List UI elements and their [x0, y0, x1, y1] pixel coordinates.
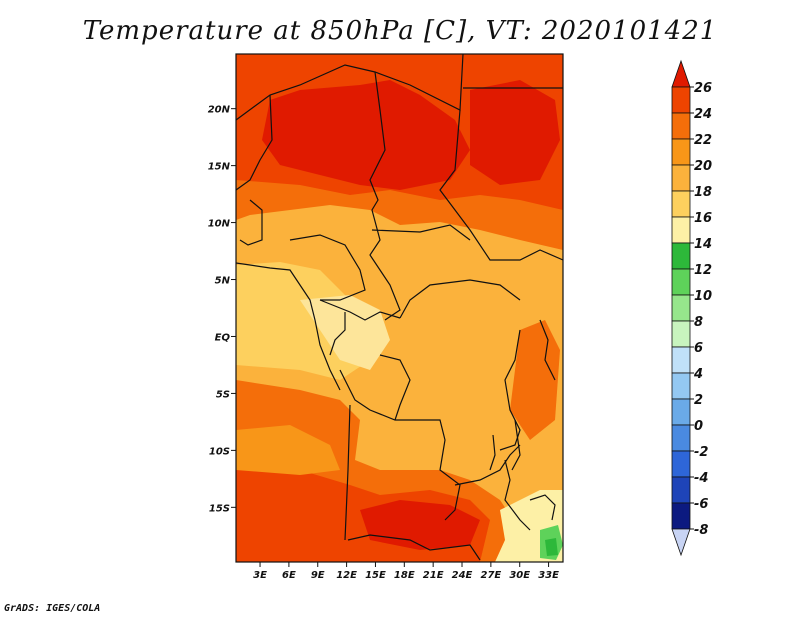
lon-tick-label: 9E	[311, 570, 325, 581]
map-title: Temperature at 850hPa [C], VT: 202010142…	[82, 16, 718, 46]
colorbar-over-triangle	[671, 59, 691, 88]
colorbar-label: 10	[694, 289, 712, 304]
lon-tick-label: 24E	[452, 570, 473, 581]
lon-tick-label: 27E	[480, 570, 501, 581]
colorbar-swatch	[671, 138, 691, 166]
lon-tick-label: 3E	[253, 570, 267, 581]
map-frame	[235, 53, 564, 563]
lat-tick-label: 5N	[215, 276, 231, 287]
colorbar-swatch	[671, 112, 691, 140]
lon-tick-label: 15E	[365, 570, 386, 581]
colorbar-label: -6	[694, 497, 708, 512]
lon-tick-label: 18E	[394, 570, 415, 581]
colorbar-swatch	[671, 398, 691, 426]
colorbar-label: 8	[694, 315, 703, 330]
lon-tick-label: 12E	[336, 570, 357, 581]
lon-tick-label: 21E	[423, 570, 444, 581]
colorbar-label: 2	[694, 393, 703, 408]
colorbar-swatch	[671, 320, 691, 348]
lat-tick-label: 10N	[208, 219, 231, 230]
colorbar-label: 26	[694, 81, 712, 96]
colorbar-swatch	[671, 502, 691, 530]
colorbar-label: 16	[694, 211, 712, 226]
colorbar-label: 22	[694, 133, 712, 148]
colorbar-label: 18	[694, 185, 712, 200]
lon-tick-label: 30E	[509, 570, 530, 581]
lat-tick-label: 10S	[209, 446, 230, 457]
colorbar-swatch	[671, 164, 691, 192]
country-borders	[236, 54, 563, 561]
colorbar-label: -8	[694, 523, 708, 538]
colorbar-swatch	[671, 268, 691, 296]
colorbar-swatch	[671, 476, 691, 504]
lat-tick-label: 20N	[208, 105, 231, 116]
colorbar-swatch	[671, 86, 691, 114]
colorbar-label: 0	[694, 419, 703, 434]
longitude-axis: 3E 6E 9E 12E 15E 18E 21E 24E 27E 30E 33E	[253, 562, 559, 581]
colorbar-swatch	[671, 242, 691, 270]
colorbar-label: 12	[694, 263, 712, 278]
lat-tick-label: EQ	[215, 332, 231, 343]
colorbar-label: 6	[694, 341, 703, 356]
colorbar-label: 4	[693, 367, 703, 382]
colorbar-swatch	[671, 450, 691, 478]
lat-tick-label: 5S	[216, 389, 230, 400]
colorbar-swatch	[671, 294, 691, 322]
grads-credit: GrADS: IGES/COLA	[4, 603, 101, 614]
colorbar-swatch	[671, 424, 691, 452]
colorbar-swatch	[671, 190, 691, 218]
lon-tick-label: 33E	[538, 570, 559, 581]
colorbar-under-triangle	[671, 528, 691, 557]
colorbar-label: 14	[694, 237, 712, 252]
lat-tick-label: 15S	[209, 503, 230, 514]
colorbar-label: 20	[694, 159, 712, 174]
colorbar-swatch	[671, 216, 691, 244]
colorbar-label: -2	[694, 445, 708, 460]
colorbar-label: 24	[694, 107, 712, 122]
colorbar-swatch	[671, 372, 691, 400]
lat-tick-label: 15N	[208, 162, 231, 173]
latitude-axis: 20N 15N 10N 5N EQ 5S 10S 15S	[208, 105, 236, 514]
lon-tick-label: 6E	[282, 570, 296, 581]
colorbar-swatch	[671, 346, 691, 374]
colorbar-label: -4	[694, 471, 708, 486]
